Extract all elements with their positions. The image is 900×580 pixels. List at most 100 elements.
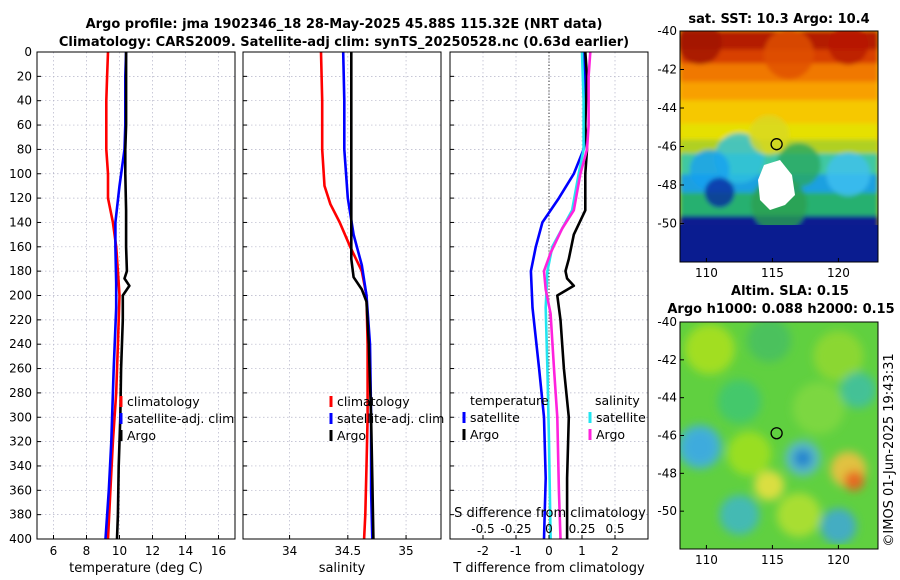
- map-image: [680, 322, 878, 549]
- x-tick-label: 34.5: [334, 544, 361, 558]
- profile-panels: 0204060801001201401601802002202402602803…: [9, 45, 649, 576]
- x-tick-label: 34: [282, 544, 297, 558]
- y-tick-label: 360: [9, 483, 32, 497]
- legend-label: Argo: [596, 427, 625, 442]
- sst-band: [680, 81, 878, 102]
- series-climatology: [319, 51, 369, 540]
- y-tick-label: 20: [17, 69, 32, 83]
- y-tick-label: 60: [17, 118, 32, 132]
- legend-label: climatology: [127, 394, 200, 409]
- panel-difference: -2 -1 0 1 2 T difference from climatology S di…: [449, 51, 649, 576]
- y-tick-label: -42: [657, 63, 677, 77]
- sla-blob: [717, 379, 762, 424]
- panel-temperature: 0 20 40 60 80 100 120 140 160 180 200 220 240 260 280 3…: [9, 45, 236, 576]
- y-tick-label: 140: [9, 215, 32, 229]
- y-tick-label: 280: [9, 386, 32, 400]
- x-tick-label: 120: [827, 553, 850, 567]
- legend-label: climatology: [337, 394, 410, 409]
- legend-label: Argo: [337, 428, 366, 443]
- sla-blob: [792, 382, 845, 435]
- sst-blob: [749, 114, 790, 155]
- sst-blob: [763, 31, 814, 80]
- top-axis-label: S difference from climatology: [454, 506, 646, 521]
- map-panels: -40 -42 -44 -46 -48 -50 110 115 120 sat. SST: 10.…: [657, 12, 894, 567]
- sla-blob: [754, 470, 785, 501]
- legend-title-salinity: salinity: [595, 393, 640, 408]
- sst-blob: [680, 31, 722, 65]
- sla-blob: [840, 372, 877, 409]
- y-tick-label: 200: [9, 289, 32, 303]
- x-tick-label: 6: [50, 544, 58, 558]
- y-tick-label: 260: [9, 362, 32, 376]
- legend-label: Argo: [470, 427, 499, 442]
- x-tick-label: 1: [578, 544, 586, 558]
- sla-blob: [684, 324, 735, 375]
- sla-blob: [727, 431, 772, 476]
- y-tick-label: -48: [657, 178, 677, 192]
- y-tick-label: 220: [9, 313, 32, 327]
- sst-blob: [704, 177, 735, 208]
- sla-map-title-line2: Argo h1000: 0.088 h2000: 0.15: [667, 302, 894, 317]
- y-tick-label: -44: [657, 391, 677, 405]
- x-tick-label: 10: [112, 544, 127, 558]
- legend-title-temperature: temperature: [470, 393, 549, 408]
- y-tick-label: 120: [9, 191, 32, 205]
- y-tick-label: 100: [9, 167, 32, 181]
- sst-blob: [828, 31, 869, 65]
- series-argo: [349, 52, 375, 540]
- legend-label: satellite-adj. clim: [127, 411, 234, 426]
- sla-blob: [813, 331, 864, 382]
- y-tick-label: -40: [657, 24, 677, 38]
- x-tick-label: 16: [211, 544, 226, 558]
- missing-data-patch: [758, 160, 795, 210]
- sst-blob: [826, 152, 871, 197]
- top-tick-label: 0.5: [605, 522, 624, 536]
- imos-watermark: ©IMOS 01-Jun-2025 19:43:31: [882, 353, 897, 546]
- figure-title-line1: Argo profile: jma 1902346_18 28-May-2025…: [86, 17, 603, 32]
- sla-blob: [680, 424, 722, 469]
- x-tick-label: 110: [695, 553, 718, 567]
- argo-position-marker: [770, 427, 783, 440]
- series-s-argo: [542, 51, 592, 540]
- x-tick-label: 14: [178, 544, 193, 558]
- legend-label: satellite: [596, 410, 646, 425]
- y-tick-label: -44: [657, 101, 677, 115]
- panel-sla_map: -40 -42 -44 -46 -48 -50 110 115 120 Altim. SLA: 0…: [657, 284, 894, 567]
- x-tick-label: 115: [761, 553, 784, 567]
- y-tick-label: -48: [657, 466, 677, 480]
- sla-blob: [776, 492, 821, 537]
- sla-blob: [820, 508, 857, 545]
- y-tick-label: 160: [9, 240, 32, 254]
- map-image: [680, 31, 878, 262]
- x-tick-label: 110: [695, 266, 718, 280]
- sla-blob: [719, 494, 760, 535]
- y-tick-label: -50: [657, 504, 677, 518]
- argo-position-marker: [770, 138, 783, 151]
- y-tick-label: 400: [9, 532, 32, 546]
- x-tick-label: 12: [145, 544, 160, 558]
- x-axis-label: T difference from climatology: [452, 561, 645, 576]
- panel-sst_map: -40 -42 -44 -46 -48 -50 110 115 120 sat. SST: 10.…: [657, 12, 879, 280]
- y-tick-label: 40: [17, 94, 32, 108]
- sst-deep-band: [680, 225, 878, 262]
- x-tick-label: 8: [83, 544, 91, 558]
- y-tick-label: 0: [24, 45, 32, 59]
- figure-title-line2: Climatology: CARS2009. Satellite-adj cli…: [59, 35, 629, 50]
- y-tick-label: 340: [9, 459, 32, 473]
- top-tick-label: 0.25: [569, 522, 596, 536]
- legend-label: satellite: [470, 410, 520, 425]
- y-tick-label: 240: [9, 337, 32, 351]
- legend-label: satellite-adj. clim: [337, 411, 444, 426]
- y-tick-label: 180: [9, 264, 32, 278]
- y-tick-label: -42: [657, 353, 677, 367]
- sla-map-title-line1: Altim. SLA: 0.15: [731, 284, 849, 299]
- legend-label: Argo: [127, 428, 156, 443]
- y-tick-label: -46: [657, 429, 677, 443]
- sst-map-title: sat. SST: 10.3 Argo: 10.4: [688, 12, 869, 27]
- top-tick-label: -0.25: [500, 522, 531, 536]
- x-tick-label: -1: [510, 544, 522, 558]
- x-axis-label: salinity: [319, 561, 366, 576]
- x-tick-label: 115: [761, 266, 784, 280]
- x-tick-label: 120: [827, 266, 850, 280]
